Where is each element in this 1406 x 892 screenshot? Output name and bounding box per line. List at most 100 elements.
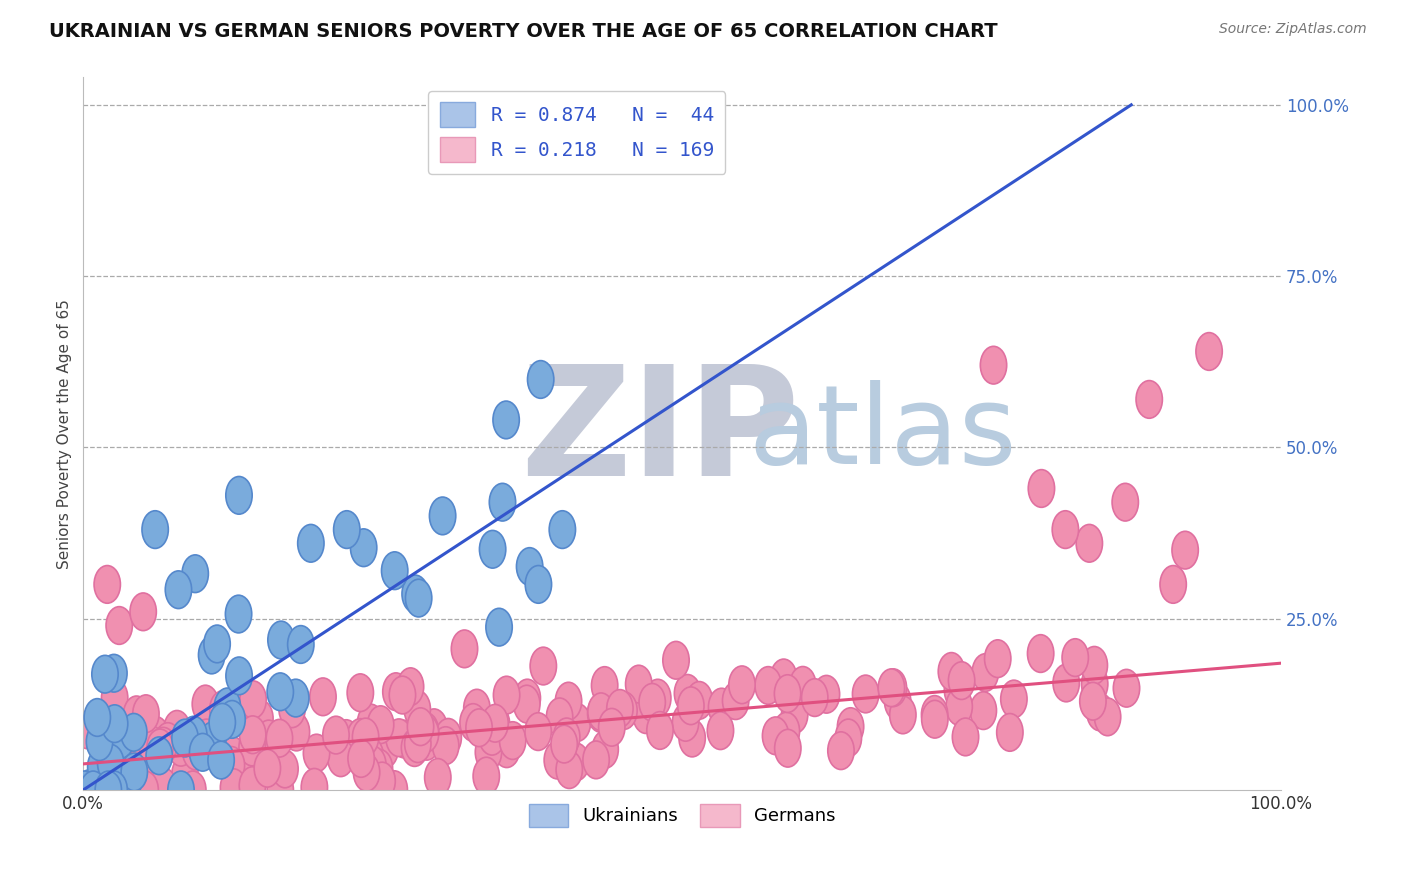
Ellipse shape [728,666,755,704]
Ellipse shape [494,676,520,714]
Point [228,488,250,502]
Point [217,699,239,714]
Point [974,665,997,680]
Ellipse shape [425,758,451,797]
Point [329,750,352,764]
Ellipse shape [972,654,998,691]
Point [122,725,145,739]
Point [1031,482,1053,496]
Point [593,742,616,756]
Point [228,607,250,621]
Ellipse shape [633,696,659,733]
Ellipse shape [150,768,176,805]
Point [184,732,207,747]
Point [360,715,382,730]
Point [222,780,245,795]
Ellipse shape [489,483,516,521]
Point [125,707,148,722]
Ellipse shape [101,705,128,742]
Point [184,744,207,758]
Ellipse shape [382,673,409,711]
Ellipse shape [1114,669,1140,707]
Point [565,755,588,769]
Point [839,720,862,734]
Ellipse shape [638,683,665,721]
Point [221,713,243,727]
Point [495,688,517,702]
Point [495,413,517,427]
Point [354,730,377,744]
Point [305,746,328,760]
Ellipse shape [150,727,176,765]
Point [1078,536,1101,550]
Ellipse shape [1173,532,1198,569]
Point [776,687,799,701]
Ellipse shape [984,640,1011,678]
Point [269,783,291,797]
Point [124,764,146,779]
Ellipse shape [323,716,349,754]
Point [132,605,155,619]
Point [453,641,475,656]
Ellipse shape [662,641,689,679]
Ellipse shape [515,679,540,717]
Point [481,542,503,557]
Ellipse shape [516,548,543,585]
Ellipse shape [191,724,218,762]
Ellipse shape [101,679,128,716]
Ellipse shape [1076,524,1102,562]
Ellipse shape [226,657,252,695]
Point [174,731,197,745]
Ellipse shape [945,672,970,709]
Ellipse shape [465,709,492,747]
Point [183,728,205,742]
Point [709,723,731,738]
Ellipse shape [551,725,578,763]
Point [972,704,994,718]
Ellipse shape [200,722,226,759]
Point [567,715,589,730]
Point [382,782,405,797]
Ellipse shape [890,696,917,734]
Ellipse shape [226,476,252,514]
Ellipse shape [762,717,789,755]
Point [465,701,488,715]
Ellipse shape [225,771,252,809]
Ellipse shape [828,731,853,770]
Ellipse shape [557,751,582,789]
Ellipse shape [782,696,808,733]
Point [1002,692,1025,706]
Point [336,523,359,537]
Ellipse shape [464,690,491,727]
Ellipse shape [283,714,309,751]
Ellipse shape [429,497,456,534]
Point [792,678,814,692]
Point [437,731,460,745]
Ellipse shape [373,731,398,768]
Ellipse shape [298,524,323,562]
Ellipse shape [194,719,219,756]
Ellipse shape [301,769,328,806]
Ellipse shape [813,675,839,713]
Ellipse shape [167,729,194,766]
Point [423,721,446,735]
Point [145,728,167,742]
Ellipse shape [256,720,281,758]
Point [1198,344,1220,359]
Ellipse shape [101,655,127,692]
Point [141,739,163,753]
Point [103,666,125,681]
Ellipse shape [922,700,948,738]
Ellipse shape [592,666,617,705]
Point [634,707,657,722]
Point [108,618,131,632]
Point [240,739,263,754]
Point [1174,543,1197,558]
Ellipse shape [1136,381,1163,418]
Point [830,744,852,758]
Point [415,724,437,739]
Ellipse shape [555,682,582,720]
Point [477,745,499,759]
Ellipse shape [166,571,191,608]
Ellipse shape [1062,639,1088,676]
